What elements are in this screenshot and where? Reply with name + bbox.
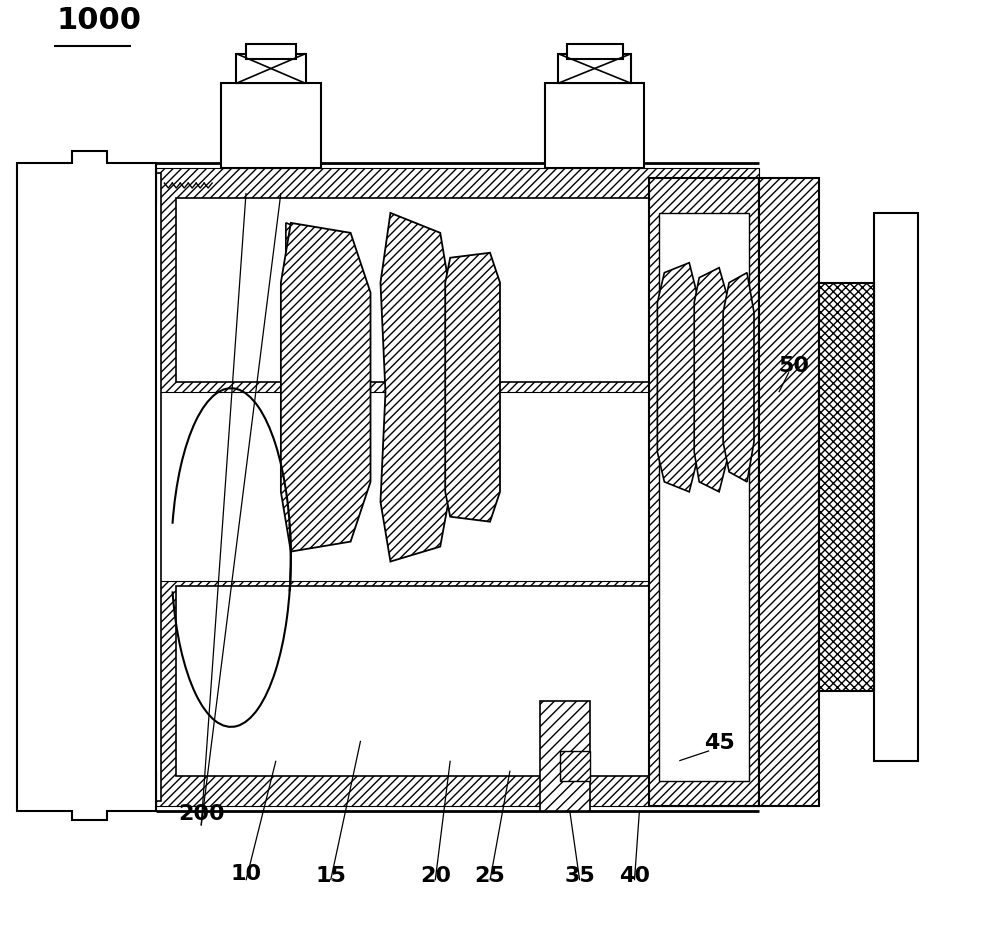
Polygon shape	[176, 198, 699, 382]
Polygon shape	[759, 178, 819, 806]
Polygon shape	[380, 213, 450, 562]
Polygon shape	[221, 83, 321, 168]
Text: 15: 15	[315, 867, 346, 886]
Text: 20: 20	[420, 867, 451, 886]
Text: 200: 200	[178, 804, 225, 825]
Text: 10: 10	[230, 865, 262, 885]
Polygon shape	[723, 272, 754, 482]
Text: 45: 45	[704, 733, 735, 753]
Polygon shape	[649, 178, 759, 806]
Text: 35: 35	[564, 867, 595, 886]
Polygon shape	[20, 168, 156, 203]
Polygon shape	[286, 223, 341, 393]
Polygon shape	[558, 54, 631, 83]
Polygon shape	[246, 44, 296, 59]
Polygon shape	[659, 213, 749, 780]
Polygon shape	[445, 253, 500, 521]
Text: 1000: 1000	[57, 6, 142, 35]
Polygon shape	[694, 268, 729, 492]
Polygon shape	[819, 283, 874, 691]
Polygon shape	[540, 701, 590, 811]
Polygon shape	[156, 168, 759, 393]
Polygon shape	[176, 587, 699, 776]
Polygon shape	[17, 153, 161, 820]
Polygon shape	[156, 582, 759, 806]
Polygon shape	[236, 54, 306, 83]
Polygon shape	[545, 83, 644, 168]
Polygon shape	[20, 771, 156, 806]
Polygon shape	[567, 44, 623, 59]
Bar	[560, 751, 590, 780]
Text: 25: 25	[475, 867, 505, 886]
Polygon shape	[657, 263, 699, 492]
Polygon shape	[17, 151, 156, 820]
Polygon shape	[281, 223, 371, 552]
Polygon shape	[20, 168, 74, 806]
Polygon shape	[874, 213, 918, 761]
Text: 50: 50	[778, 357, 809, 377]
Text: 40: 40	[619, 867, 650, 886]
